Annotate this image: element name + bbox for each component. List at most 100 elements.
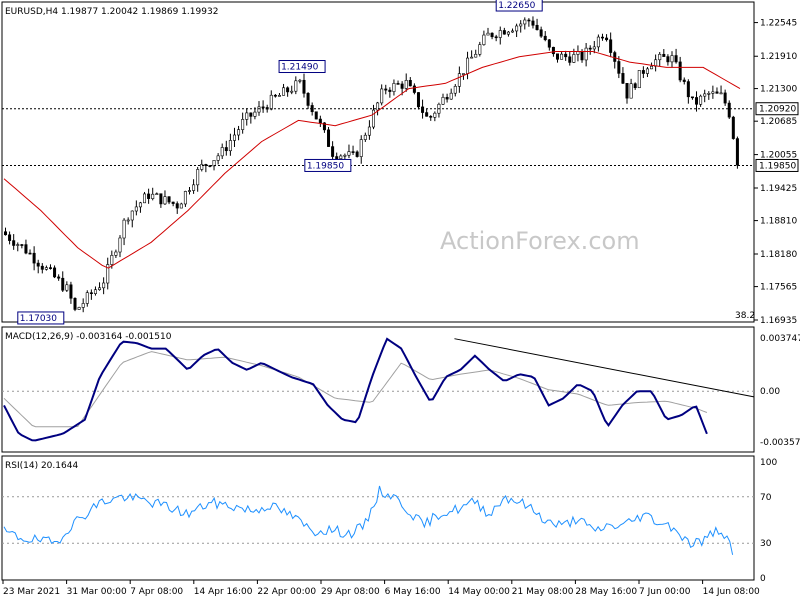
candle-body — [138, 202, 142, 208]
candle-body — [408, 80, 412, 87]
candle-body — [588, 47, 592, 50]
rsi-tick-label: 70 — [760, 493, 772, 503]
candle-body — [4, 231, 8, 236]
candle-body — [735, 138, 739, 166]
candle-body — [441, 97, 445, 105]
candle-body — [36, 262, 40, 267]
candle-body — [355, 151, 359, 157]
price-tick-label: 1.20685 — [760, 117, 797, 127]
candle-body — [228, 140, 232, 152]
candle-body — [282, 87, 286, 96]
candle-body — [580, 51, 584, 61]
candle-body — [650, 65, 654, 70]
candle-body — [277, 95, 281, 97]
candle-body — [633, 83, 637, 89]
candle-body — [93, 289, 97, 294]
price-annotation-label: 1.21490 — [281, 63, 318, 73]
candle-body — [155, 193, 159, 196]
candle-body — [151, 193, 155, 199]
candle-body — [134, 206, 138, 212]
time-tick-label: 14 Jun 08:00 — [703, 587, 760, 597]
candle-body — [527, 19, 531, 22]
level-label: 1.20920 — [759, 105, 796, 115]
candle-body — [249, 112, 253, 117]
candle-body — [216, 155, 220, 161]
candle-body — [16, 244, 20, 246]
horizontal-levels: 1.20920 1.19850 — [2, 102, 799, 172]
candle-body — [707, 93, 711, 95]
time-axis: 23 Mar 2021 31 Mar 00:00 7 Apr 08:00 14 Apr… — [2, 580, 760, 597]
candle-body — [85, 292, 89, 304]
macd-axis: 0.003747 0.00 -0.003573 — [760, 334, 800, 448]
candle-body — [269, 94, 273, 110]
time-tick-label: 31 Mar 00:00 — [67, 587, 127, 597]
candle-body — [478, 44, 482, 55]
candle-body — [384, 88, 388, 91]
candle-body — [102, 282, 106, 289]
candle-body — [48, 267, 52, 269]
candle-body — [490, 32, 494, 38]
time-tick-label: 22 Apr 00:00 — [257, 587, 316, 597]
candle-body — [147, 193, 151, 199]
candle-body — [531, 20, 535, 26]
candle-body — [584, 47, 588, 61]
time-tick-label: 14 Apr 16:00 — [194, 587, 253, 597]
candle-body — [24, 244, 28, 254]
candle-body — [457, 73, 461, 87]
rsi-panel: RSI(14) 20.1644 — [1, 455, 755, 581]
candle-body — [621, 73, 625, 84]
candle-body — [159, 193, 163, 205]
candle-body — [605, 37, 609, 41]
candle-body — [110, 255, 114, 265]
time-tick-label: 6 May 16:00 — [385, 587, 441, 597]
candle-body — [208, 165, 212, 167]
candle-body — [486, 32, 490, 36]
candle-body — [335, 156, 339, 159]
candle-body — [416, 92, 420, 108]
candle-body — [404, 80, 408, 89]
candle-body — [380, 88, 384, 104]
price-annotations: 1.22650 1.21490 1.19850 1.17030 — [17, 0, 543, 325]
time-tick-label: 7 Jun 00:00 — [639, 587, 691, 597]
rsi-tick-label: 30 — [760, 539, 772, 549]
price-annotation-box — [278, 60, 326, 74]
candle-body — [44, 267, 48, 270]
candle-body — [200, 164, 204, 170]
candle-body — [678, 61, 682, 81]
candle-body — [551, 46, 555, 55]
candle-body — [122, 219, 126, 239]
price-panel: ActionForex.com EURUSD,H4 1.19877 1.2004… — [1, 0, 799, 325]
candle-body — [175, 203, 179, 209]
price-tick-label: 1.18810 — [760, 217, 797, 227]
candle-body — [539, 29, 543, 37]
candle-body — [515, 25, 519, 32]
candle-body — [625, 83, 629, 99]
candle-body — [69, 284, 73, 299]
level-box — [755, 102, 799, 116]
candle-body — [686, 81, 690, 98]
candle-body — [637, 70, 641, 89]
candle-body — [388, 89, 392, 92]
candle-body — [171, 201, 175, 204]
candle-body — [114, 251, 118, 256]
candle-body — [699, 95, 703, 105]
candle-body — [674, 55, 678, 63]
price-annotation-box — [304, 158, 352, 172]
candle-body — [57, 276, 61, 279]
candle-body — [98, 287, 102, 291]
macd-panel: MACD(12,26,9) -0.003164 -0.001510 — [1, 326, 755, 453]
candle-body — [143, 193, 147, 204]
candle-body — [343, 154, 347, 157]
candle-body — [363, 134, 367, 140]
candle-body — [220, 147, 224, 157]
candle-body — [429, 116, 433, 118]
candle-body — [118, 237, 122, 253]
candle-body — [306, 93, 310, 106]
candle-body — [376, 102, 380, 111]
candle-body — [511, 30, 515, 33]
candle-body — [400, 83, 404, 89]
candle-body — [498, 30, 502, 38]
candle-body — [81, 303, 85, 308]
candle-body — [731, 116, 735, 139]
candle-body — [613, 52, 617, 62]
